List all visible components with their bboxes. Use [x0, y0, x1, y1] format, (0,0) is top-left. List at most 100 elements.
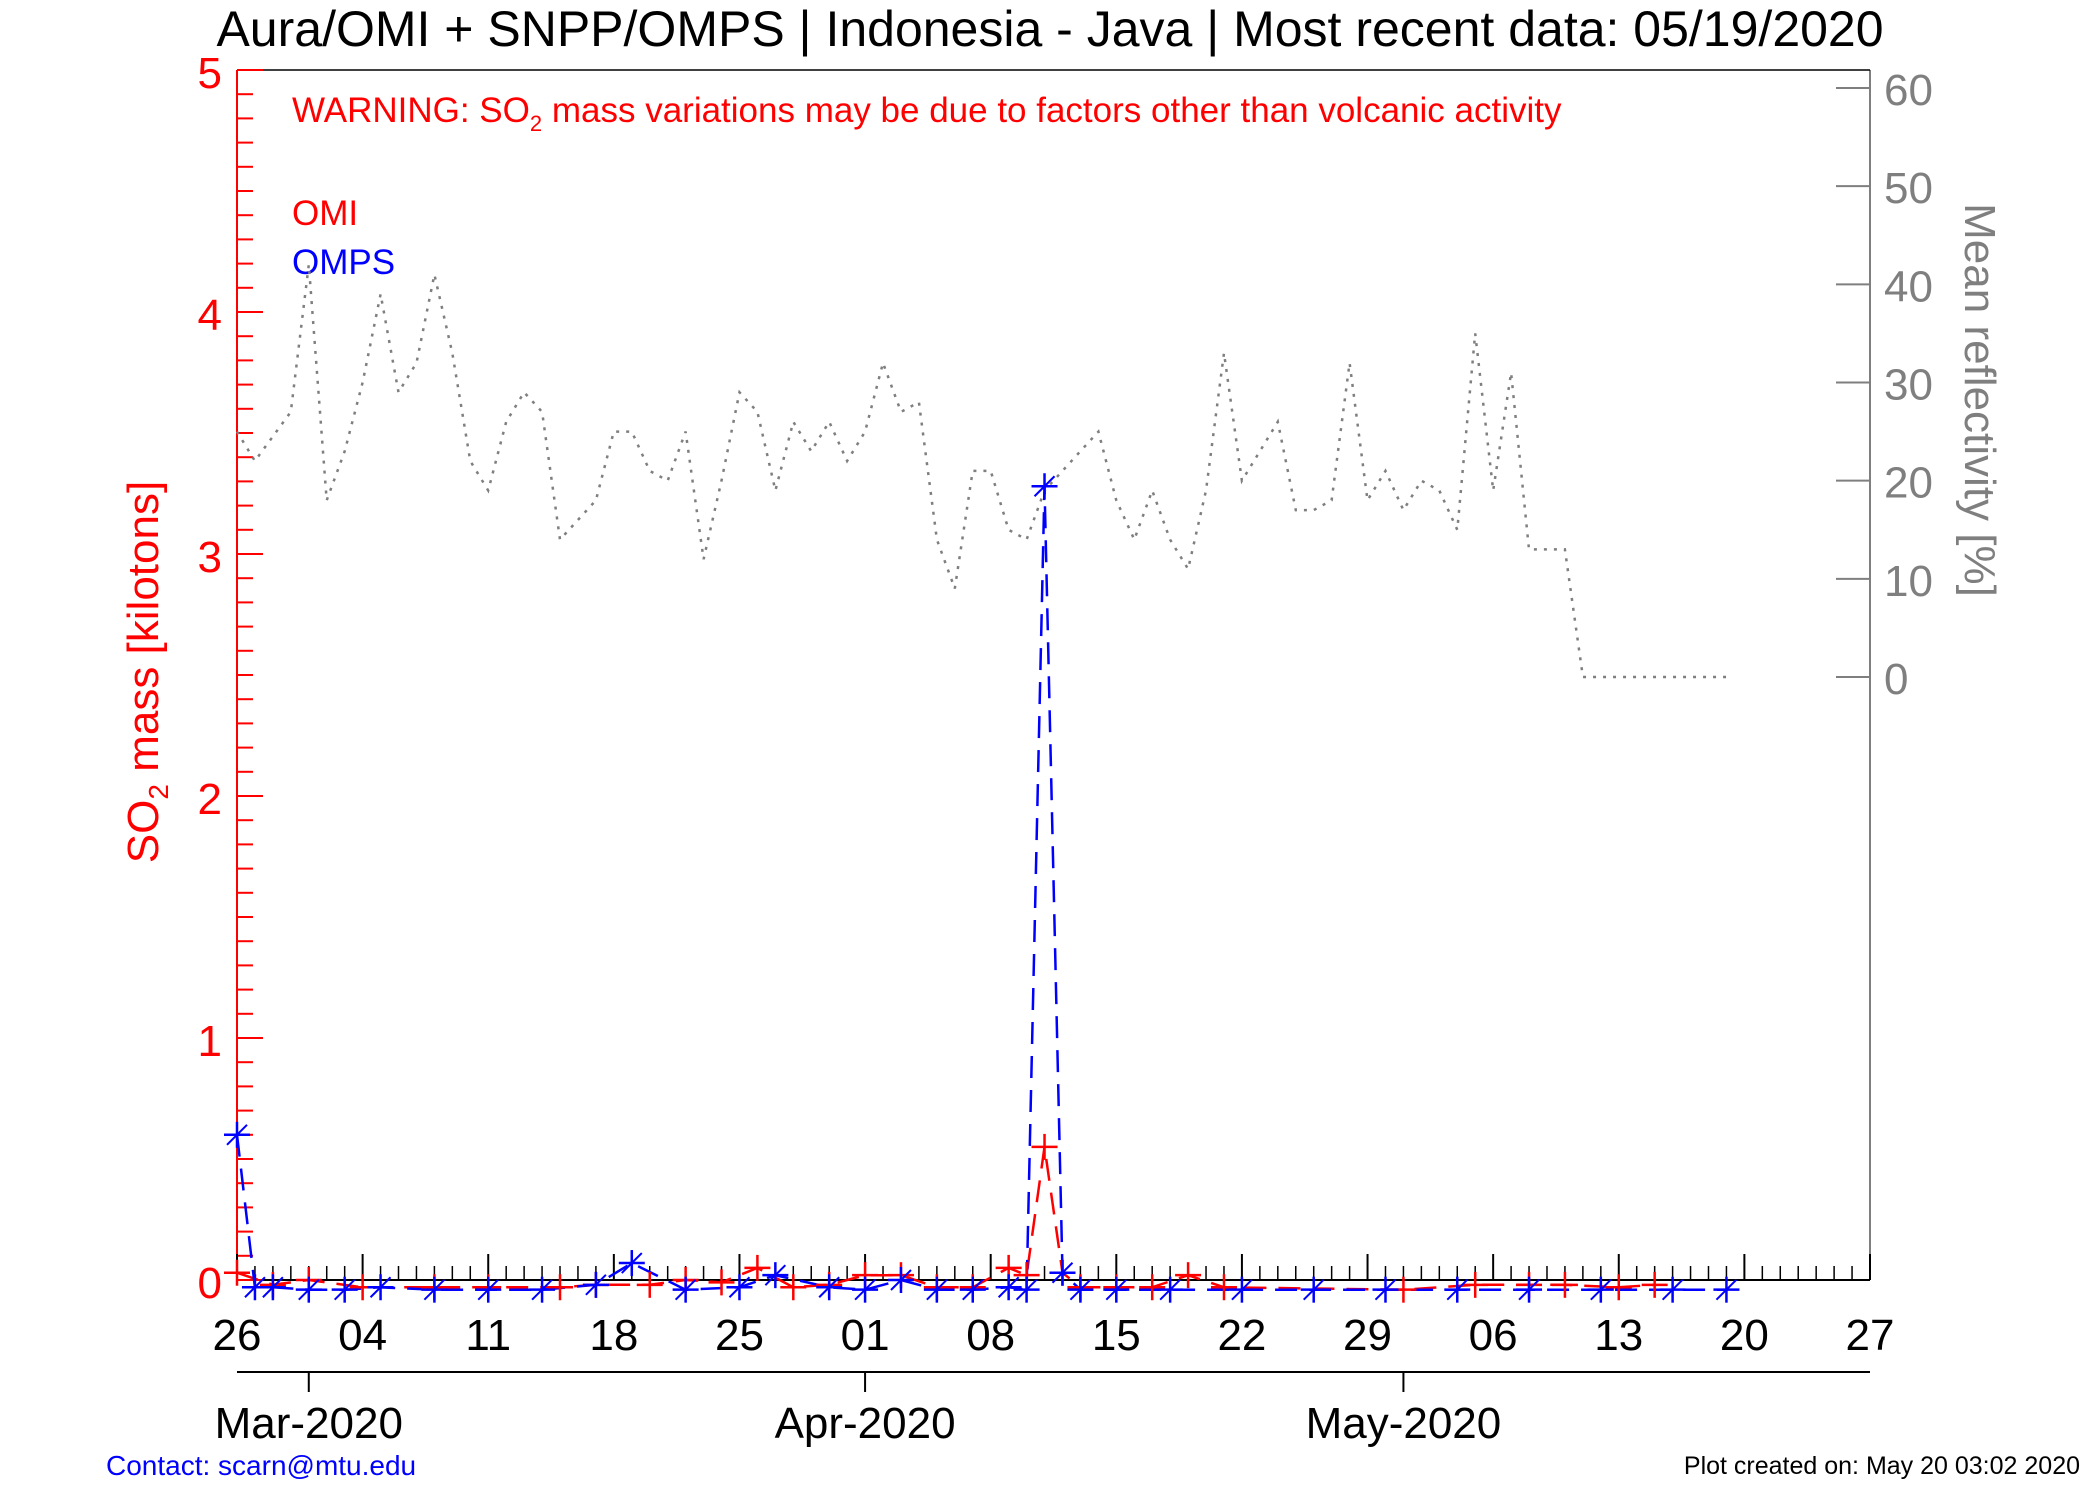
axes: [236, 69, 1871, 1373]
marker-stroke: [674, 1278, 697, 1301]
marker-stroke: [531, 1278, 553, 1301]
data-point-omps: [1049, 1259, 1076, 1286]
data-point-omps: [726, 1274, 753, 1301]
data-point-omi: [1551, 1271, 1578, 1298]
data-point-omi: [780, 1274, 807, 1301]
ylabel-left-suffix: mass [kilotons]: [119, 481, 168, 784]
data-markers: [224, 473, 1740, 1303]
marker-stroke: [477, 1278, 499, 1301]
data-point-omps: [959, 1276, 986, 1303]
data-point-omps: [672, 1276, 699, 1303]
month-label: Apr-2020: [775, 1399, 956, 1448]
data-point-omps: [618, 1250, 645, 1277]
data-point-omps: [1300, 1276, 1327, 1303]
month-label: Mar-2020: [215, 1399, 403, 1448]
data-point-omps: [259, 1274, 286, 1301]
data-point-omps: [582, 1271, 609, 1298]
marker-stroke: [621, 1252, 643, 1274]
data-point-omi: [1605, 1274, 1632, 1301]
data-point-omps: [1013, 1276, 1040, 1303]
series-line-mean-reflectivity: [235, 264, 1727, 679]
data-point-omps: [421, 1276, 448, 1303]
marker-stroke: [1231, 1278, 1253, 1301]
y-left-tick-label: 4: [198, 291, 222, 340]
y-axis-left-label: SO2 mass [kilotons]: [119, 481, 174, 863]
warning-suffix: mass variations may be due to factors ot…: [542, 91, 1562, 130]
data-series: [235, 264, 1727, 1292]
marker-stroke: [423, 1278, 446, 1301]
x-tick-label: 06: [1469, 1311, 1518, 1360]
data-point-omps: [224, 1121, 250, 1148]
ylabel-left-subscript: 2: [143, 784, 174, 800]
data-point-omps: [852, 1276, 879, 1303]
marker-stroke: [764, 1264, 787, 1286]
data-point-omi: [636, 1271, 663, 1298]
x-tick-label: 08: [966, 1311, 1015, 1360]
y-left-tick-label: 5: [198, 49, 222, 98]
x-tick-label: 26: [213, 1311, 262, 1360]
chart-title: Aura/OMI + SNPP/OMPS | Indonesia - Java …: [216, 1, 1883, 57]
marker-stroke: [1661, 1278, 1684, 1301]
data-point-omi: [1462, 1271, 1489, 1298]
x-tick-label: 11: [465, 1311, 511, 1360]
warning-subscript: 2: [530, 111, 542, 136]
marker-stroke: [818, 1276, 840, 1298]
marker-stroke: [1159, 1278, 1181, 1301]
data-point-omps: [1713, 1276, 1740, 1303]
marker-stroke: [1590, 1278, 1612, 1301]
data-point-omps: [995, 1274, 1022, 1301]
marker-stroke: [1015, 1278, 1038, 1301]
y-axis-right-label: Mean reflectivity [%]: [1955, 203, 2004, 597]
marker-stroke: [1446, 1278, 1468, 1301]
legend-omps: OMPS: [292, 243, 395, 282]
contact-text: Contact: scarn@mtu.edu: [106, 1450, 417, 1481]
data-point-omi: [1031, 1133, 1058, 1160]
data-point-omps: [1587, 1276, 1614, 1303]
data-point-omps: [1444, 1276, 1471, 1303]
marker-stroke: [1033, 475, 1056, 497]
legend-omi: OMI: [292, 194, 358, 233]
data-point-omi: [1641, 1271, 1668, 1298]
data-point-omi: [1139, 1274, 1166, 1301]
data-point-omps: [475, 1276, 502, 1303]
marker-stroke: [1715, 1278, 1738, 1301]
y-right-tick-label: 20: [1884, 459, 1933, 508]
data-point-omps: [1516, 1276, 1543, 1303]
y-right-tick-label: 30: [1884, 361, 1933, 410]
x-tick-label: 20: [1720, 1311, 1769, 1360]
data-point-omi: [1210, 1274, 1237, 1301]
marker-stroke: [1051, 1262, 1074, 1284]
marker-stroke: [1518, 1278, 1540, 1301]
ylabel-left-prefix: SO: [119, 800, 168, 864]
y-left-tick-label: 2: [198, 775, 222, 824]
y-right-tick-label: 10: [1884, 557, 1933, 606]
data-point-omps: [1157, 1276, 1184, 1303]
warning-prefix: WARNING: SO: [292, 91, 530, 130]
marker-stroke: [369, 1276, 392, 1298]
x-tick-label: 18: [589, 1311, 638, 1360]
data-point-omps: [816, 1274, 843, 1301]
series-line-omi: [236, 1146, 1655, 1291]
data-point-omps: [1103, 1276, 1130, 1303]
data-point-omps: [762, 1262, 789, 1289]
data-point-omps: [1372, 1276, 1399, 1303]
x-tick-label: 22: [1217, 1311, 1266, 1360]
marker-stroke: [1374, 1278, 1397, 1301]
marker-stroke: [1302, 1278, 1325, 1301]
y-left-tick-label: 0: [198, 1259, 222, 1308]
y-left-tick-label: 3: [198, 533, 222, 582]
data-point-omi: [744, 1254, 771, 1281]
marker-stroke: [997, 1276, 1020, 1298]
series-line-omps: [235, 486, 1727, 1292]
data-point-omi: [1175, 1262, 1202, 1289]
x-tick-label: 04: [338, 1311, 387, 1360]
marker-stroke: [244, 1276, 266, 1298]
plot-created-text: Plot created on: May 20 03:02 2020: [1683, 1452, 2080, 1480]
marker-stroke: [1105, 1278, 1128, 1301]
x-tick-label: 15: [1092, 1311, 1141, 1360]
data-point-omps: [1067, 1276, 1094, 1303]
marker-stroke: [962, 1278, 984, 1301]
x-tick-label: 13: [1594, 1311, 1643, 1360]
